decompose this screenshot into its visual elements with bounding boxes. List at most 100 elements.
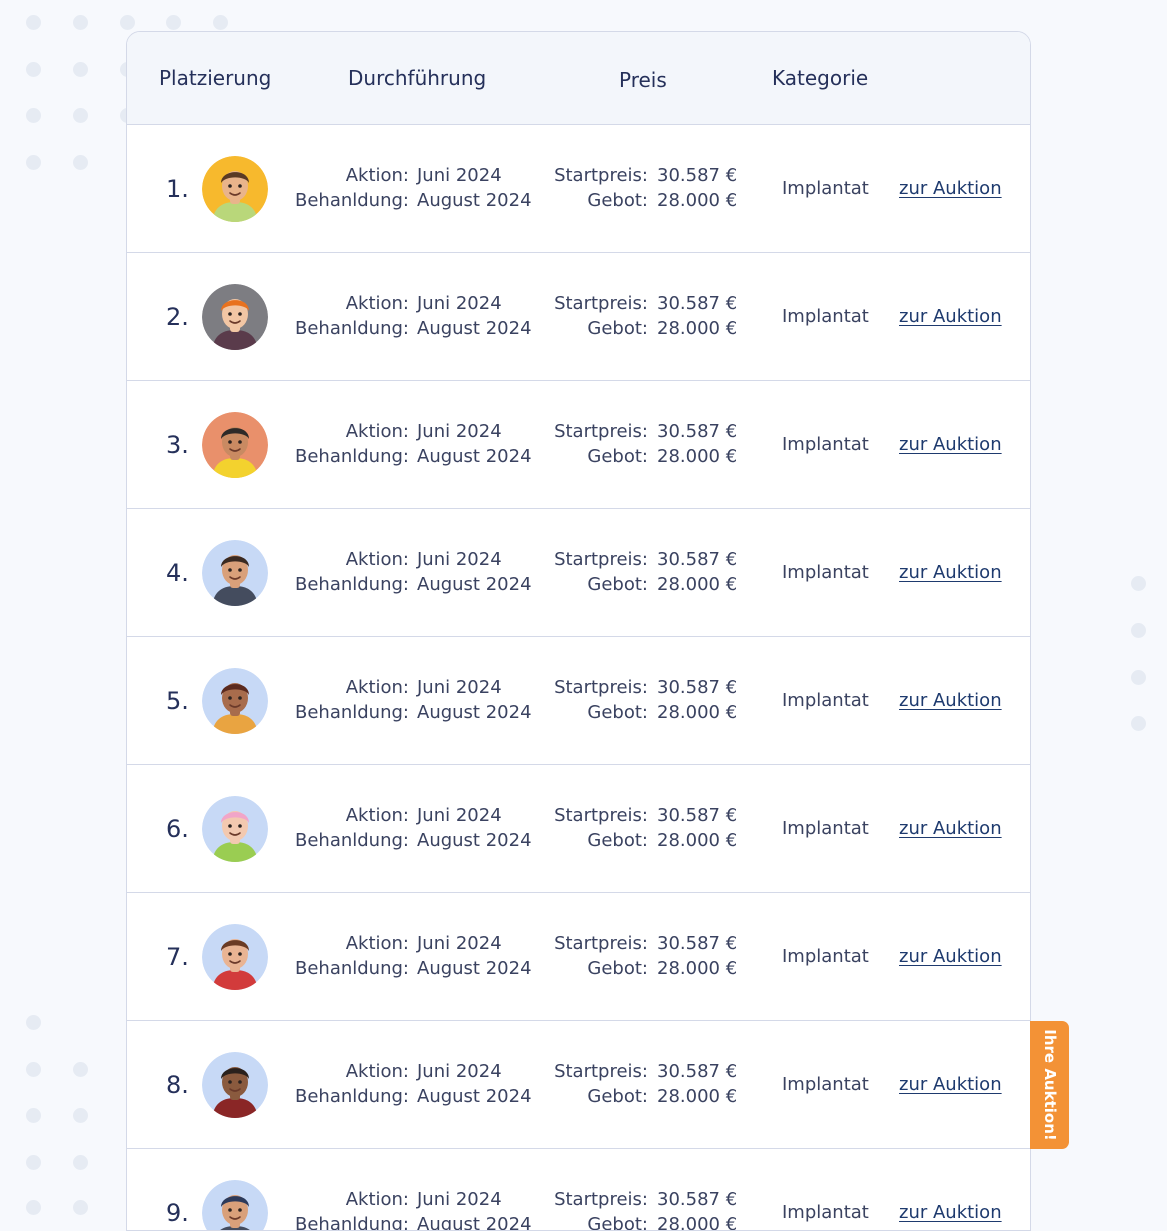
- price-values: 30.587 € 28.000 €: [657, 803, 747, 853]
- auction-date: Juni 2024: [417, 293, 502, 314]
- avatar-illustration: [202, 796, 268, 862]
- bid-label: Gebot:: [587, 958, 648, 979]
- start-price-label: Startpreis:: [554, 549, 648, 570]
- auction-date: Juni 2024: [417, 421, 502, 442]
- to-auction-link[interactable]: zur Auktion: [899, 1074, 1002, 1095]
- treatment-date: August 2024: [417, 318, 532, 339]
- rank-number: 5.: [166, 687, 189, 715]
- bid-label: Gebot:: [587, 446, 648, 467]
- decorative-dot: [26, 108, 41, 123]
- treatment-label: Behanldung:: [294, 574, 409, 595]
- date-labels: Aktion: Behanldung:: [295, 803, 409, 853]
- date-values: Juni 2024 August 2024: [417, 803, 547, 853]
- avatar-illustration: [202, 1180, 268, 1230]
- decorative-dot: [73, 1108, 88, 1123]
- avatar: [202, 540, 268, 606]
- date-values: Juni 2024 August 2024: [417, 547, 547, 597]
- bid-label: Gebot:: [587, 830, 648, 851]
- treatment-label: Behanldung:: [294, 446, 409, 467]
- auction-label: Aktion:: [345, 165, 409, 186]
- price-values: 30.587 € 28.000 €: [657, 547, 747, 597]
- category-value: Implantat: [782, 178, 869, 199]
- decorative-dot: [26, 155, 41, 170]
- category-value: Implantat: [782, 1074, 869, 1095]
- decorative-dot: [73, 1155, 88, 1170]
- auction-date: Juni 2024: [417, 1061, 502, 1082]
- category-value: Implantat: [782, 306, 869, 327]
- decorative-dot: [26, 1015, 41, 1030]
- date-labels: Aktion: Behanldung:: [295, 931, 409, 981]
- start-price-label: Startpreis:: [554, 165, 648, 186]
- to-auction-link[interactable]: zur Auktion: [899, 306, 1002, 327]
- decorative-dot: [166, 15, 181, 30]
- decorative-dot: [1131, 623, 1146, 638]
- avatar-illustration: [202, 412, 268, 478]
- category-value: Implantat: [782, 690, 869, 711]
- to-auction-link[interactable]: zur Auktion: [899, 178, 1002, 199]
- table-body: 1. Aktion: Behanldung: Juni 2024 August …: [127, 125, 1030, 1231]
- treatment-date: August 2024: [417, 702, 532, 723]
- auction-date: Juni 2024: [417, 1189, 502, 1210]
- start-price-value: 30.587 €: [657, 933, 738, 954]
- table-row: 5. Aktion: Behanldung: Juni 2024 August …: [127, 637, 1030, 765]
- start-price-label: Startpreis:: [554, 677, 648, 698]
- header-placement: Platzierung: [159, 66, 272, 90]
- date-labels: Aktion: Behanldung:: [295, 1187, 409, 1230]
- decorative-dot: [120, 15, 135, 30]
- bid-value: 28.000 €: [657, 958, 738, 979]
- auction-date: Juni 2024: [417, 549, 502, 570]
- auction-label: Aktion:: [345, 549, 409, 570]
- price-labels: Startpreis: Gebot:: [547, 803, 648, 853]
- decorative-dot: [1131, 670, 1146, 685]
- to-auction-link[interactable]: zur Auktion: [899, 690, 1002, 711]
- date-values: Juni 2024 August 2024: [417, 291, 547, 341]
- auction-label: Aktion:: [345, 805, 409, 826]
- table-row: 8. Aktion: Behanldung: Juni 2024 August …: [127, 1021, 1030, 1149]
- price-values: 30.587 € 28.000 €: [657, 1059, 747, 1109]
- start-price-value: 30.587 €: [657, 677, 738, 698]
- treatment-label: Behanldung:: [294, 958, 409, 979]
- avatar: [202, 156, 268, 222]
- price-labels: Startpreis: Gebot:: [547, 547, 648, 597]
- bid-value: 28.000 €: [657, 574, 738, 595]
- avatar: [202, 796, 268, 862]
- your-auction-tab[interactable]: Ihre Auktion!: [1030, 1021, 1069, 1149]
- treatment-date: August 2024: [417, 1086, 532, 1107]
- price-labels: Startpreis: Gebot:: [547, 931, 648, 981]
- to-auction-link[interactable]: zur Auktion: [899, 818, 1002, 839]
- date-values: Juni 2024 August 2024: [417, 419, 547, 469]
- price-labels: Startpreis: Gebot:: [547, 1059, 648, 1109]
- decorative-dot: [26, 62, 41, 77]
- price-labels: Startpreis: Gebot:: [547, 419, 648, 469]
- treatment-date: August 2024: [417, 190, 532, 211]
- decorative-dot: [73, 15, 88, 30]
- decorative-dot: [73, 108, 88, 123]
- start-price-label: Startpreis:: [554, 421, 648, 442]
- treatment-label: Behanldung:: [294, 190, 409, 211]
- rank-number: 6.: [166, 815, 189, 843]
- decorative-dot: [213, 15, 228, 30]
- to-auction-link[interactable]: zur Auktion: [899, 562, 1002, 583]
- to-auction-link[interactable]: zur Auktion: [899, 434, 1002, 455]
- start-price-label: Startpreis:: [554, 1189, 648, 1210]
- treatment-date: August 2024: [417, 1214, 532, 1231]
- bid-value: 28.000 €: [657, 190, 738, 211]
- bid-value: 28.000 €: [657, 830, 738, 851]
- date-labels: Aktion: Behanldung:: [295, 291, 409, 341]
- date-values: Juni 2024 August 2024: [417, 1187, 547, 1231]
- start-price-label: Startpreis:: [554, 933, 648, 954]
- start-price-value: 30.587 €: [657, 1061, 738, 1082]
- bid-value: 28.000 €: [657, 1214, 738, 1231]
- date-values: Juni 2024 August 2024: [417, 1059, 547, 1109]
- decorative-dot: [26, 1062, 41, 1077]
- to-auction-link[interactable]: zur Auktion: [899, 1202, 1002, 1223]
- avatar-illustration: [202, 284, 268, 350]
- date-labels: Aktion: Behanldung:: [295, 547, 409, 597]
- start-price-value: 30.587 €: [657, 1189, 738, 1210]
- table-row: 7. Aktion: Behanldung: Juni 2024 August …: [127, 893, 1030, 1021]
- date-labels: Aktion: Behanldung:: [295, 1059, 409, 1109]
- price-labels: Startpreis: Gebot:: [547, 675, 648, 725]
- bid-label: Gebot:: [587, 1086, 648, 1107]
- price-labels: Startpreis: Gebot:: [547, 163, 648, 213]
- to-auction-link[interactable]: zur Auktion: [899, 946, 1002, 967]
